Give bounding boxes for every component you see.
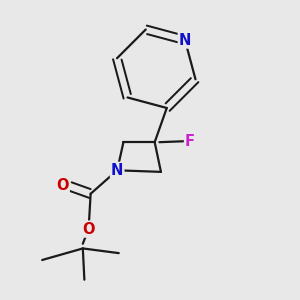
Text: N: N xyxy=(111,163,123,178)
Text: N: N xyxy=(179,32,191,47)
Text: F: F xyxy=(185,134,195,149)
Text: O: O xyxy=(82,222,95,237)
Text: O: O xyxy=(56,178,69,193)
